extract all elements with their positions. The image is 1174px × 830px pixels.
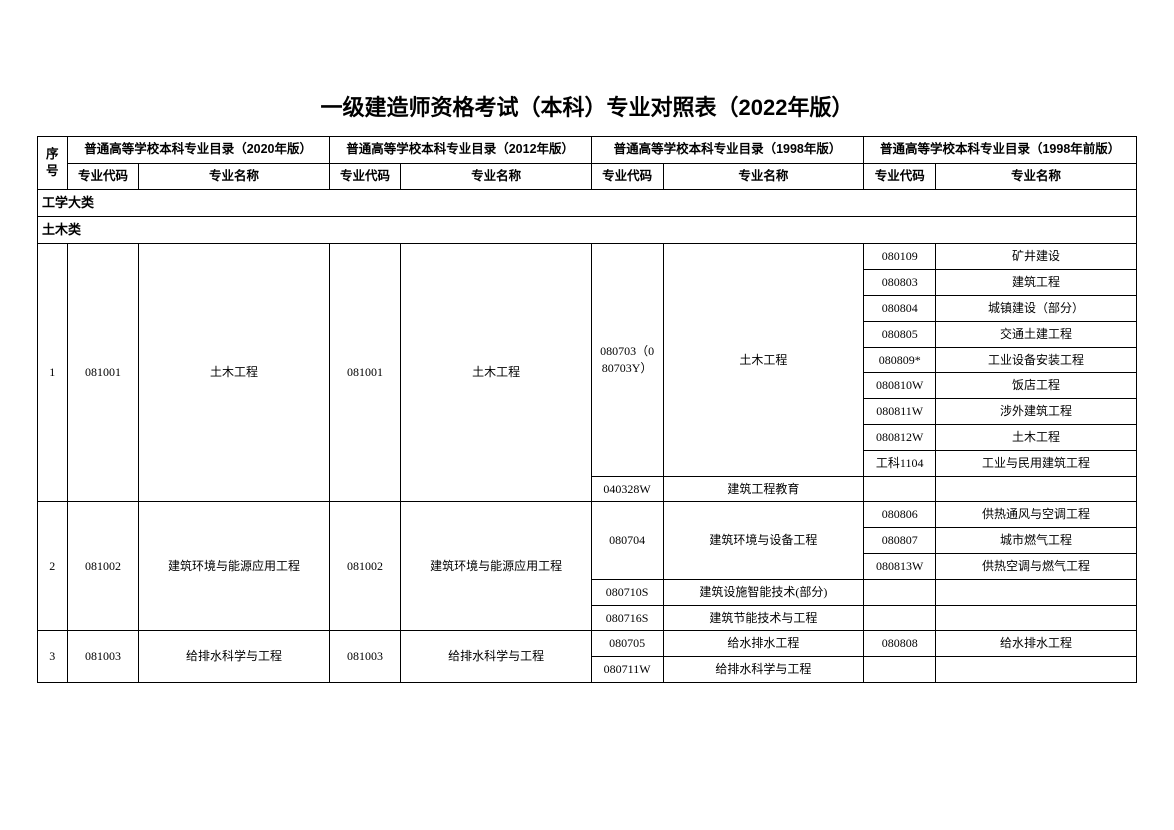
cell-pre1998-code: 080809*	[864, 347, 936, 373]
cell-1998-code: 080703（080703Y）	[591, 244, 663, 476]
cell-pre1998-name	[936, 605, 1137, 631]
header-code: 专业代码	[67, 163, 139, 190]
cell-pre1998-name	[936, 476, 1137, 502]
cell-2020-name: 建筑环境与能源应用工程	[139, 502, 329, 631]
cell-pre1998-name	[936, 657, 1137, 683]
cell-pre1998-name: 城镇建设（部分）	[936, 295, 1137, 321]
cell-pre1998-name: 矿井建设	[936, 244, 1137, 270]
cell-pre1998-code	[864, 605, 936, 631]
cell-2020-name: 给排水科学与工程	[139, 631, 329, 683]
cell-seq: 3	[38, 631, 68, 683]
cell-1998-name: 土木工程	[663, 244, 864, 476]
cell-pre1998-name	[936, 579, 1137, 605]
cell-pre1998-name: 交通土建工程	[936, 321, 1137, 347]
table-header: 序号 普通高等学校本科专业目录（2020年版） 普通高等学校本科专业目录（201…	[38, 137, 1137, 190]
page-title: 一级建造师资格考试（本科）专业对照表（2022年版）	[37, 90, 1137, 122]
cell-2012-code: 081001	[329, 244, 401, 502]
header-name: 专业名称	[936, 163, 1137, 190]
header-code: 专业代码	[329, 163, 401, 190]
header-catalog-1998: 普通高等学校本科专业目录（1998年版）	[591, 137, 864, 164]
cell-2012-name: 给排水科学与工程	[401, 631, 591, 683]
cell-pre1998-name: 给水排水工程	[936, 631, 1137, 657]
cell-pre1998-name: 供热空调与燃气工程	[936, 553, 1137, 579]
table-row: 2081002建筑环境与能源应用工程081002建筑环境与能源应用工程08070…	[38, 502, 1137, 528]
cell-2012-name: 土木工程	[401, 244, 591, 502]
cell-pre1998-code: 080807	[864, 528, 936, 554]
header-catalog-pre1998: 普通高等学校本科专业目录（1998年前版）	[864, 137, 1137, 164]
cell-1998-code: 080711W	[591, 657, 663, 683]
cell-pre1998-code: 080804	[864, 295, 936, 321]
cell-pre1998-name: 工业与民用建筑工程	[936, 450, 1137, 476]
cell-1998-name: 给水排水工程	[663, 631, 864, 657]
cell-pre1998-code	[864, 579, 936, 605]
cell-pre1998-name: 饭店工程	[936, 373, 1137, 399]
header-name: 专业名称	[663, 163, 864, 190]
cell-2020-code: 081003	[67, 631, 139, 683]
table-row: 1081001土木工程081001土木工程080703（080703Y）土木工程…	[38, 244, 1137, 270]
cell-pre1998-code: 080813W	[864, 553, 936, 579]
cell-pre1998-code: 080806	[864, 502, 936, 528]
header-name: 专业名称	[139, 163, 329, 190]
cell-pre1998-name: 建筑工程	[936, 270, 1137, 296]
cell-2012-name: 建筑环境与能源应用工程	[401, 502, 591, 631]
cell-pre1998-name: 工业设备安装工程	[936, 347, 1137, 373]
cell-2020-code: 081002	[67, 502, 139, 631]
section-label: 工学大类	[38, 190, 1137, 217]
cell-2020-name: 土木工程	[139, 244, 329, 502]
cell-1998-code: 080705	[591, 631, 663, 657]
cell-seq: 2	[38, 502, 68, 631]
cell-1998-name: 建筑工程教育	[663, 476, 864, 502]
cell-pre1998-code: 080109	[864, 244, 936, 270]
table-row: 3081003给排水科学与工程081003给排水科学与工程080705给水排水工…	[38, 631, 1137, 657]
document-page: 一级建造师资格考试（本科）专业对照表（2022年版） 序号 普通高等学校本科专业…	[37, 90, 1137, 683]
cell-1998-code: 080704	[591, 502, 663, 579]
header-code: 专业代码	[864, 163, 936, 190]
cell-1998-name: 给排水科学与工程	[663, 657, 864, 683]
cell-pre1998-name: 涉外建筑工程	[936, 399, 1137, 425]
header-code: 专业代码	[591, 163, 663, 190]
cell-1998-code: 080716S	[591, 605, 663, 631]
cell-2020-code: 081001	[67, 244, 139, 502]
cell-pre1998-code: 080805	[864, 321, 936, 347]
section-label: 土木类	[38, 217, 1137, 244]
cell-pre1998-code: 080811W	[864, 399, 936, 425]
cell-pre1998-name: 城市燃气工程	[936, 528, 1137, 554]
cell-1998-name: 建筑节能技术与工程	[663, 605, 864, 631]
header-name: 专业名称	[401, 163, 591, 190]
cell-1998-name: 建筑环境与设备工程	[663, 502, 864, 579]
cell-pre1998-code: 080812W	[864, 424, 936, 450]
cell-2012-code: 081003	[329, 631, 401, 683]
cell-pre1998-code: 080810W	[864, 373, 936, 399]
header-catalog-2012: 普通高等学校本科专业目录（2012年版）	[329, 137, 591, 164]
header-catalog-2020: 普通高等学校本科专业目录（2020年版）	[67, 137, 329, 164]
cell-pre1998-code	[864, 476, 936, 502]
header-seq: 序号	[38, 137, 68, 190]
cell-1998-code: 080710S	[591, 579, 663, 605]
section-row: 土木类	[38, 217, 1137, 244]
cell-2012-code: 081002	[329, 502, 401, 631]
cell-seq: 1	[38, 244, 68, 502]
comparison-table: 序号 普通高等学校本科专业目录（2020年版） 普通高等学校本科专业目录（201…	[37, 136, 1137, 683]
table-body: 工学大类土木类1081001土木工程081001土木工程080703（08070…	[38, 190, 1137, 683]
cell-pre1998-name: 土木工程	[936, 424, 1137, 450]
cell-pre1998-code	[864, 657, 936, 683]
cell-pre1998-code: 工科1104	[864, 450, 936, 476]
cell-1998-name: 建筑设施智能技术(部分)	[663, 579, 864, 605]
cell-pre1998-name: 供热通风与空调工程	[936, 502, 1137, 528]
cell-pre1998-code: 080803	[864, 270, 936, 296]
section-row: 工学大类	[38, 190, 1137, 217]
cell-1998-code: 040328W	[591, 476, 663, 502]
cell-pre1998-code: 080808	[864, 631, 936, 657]
